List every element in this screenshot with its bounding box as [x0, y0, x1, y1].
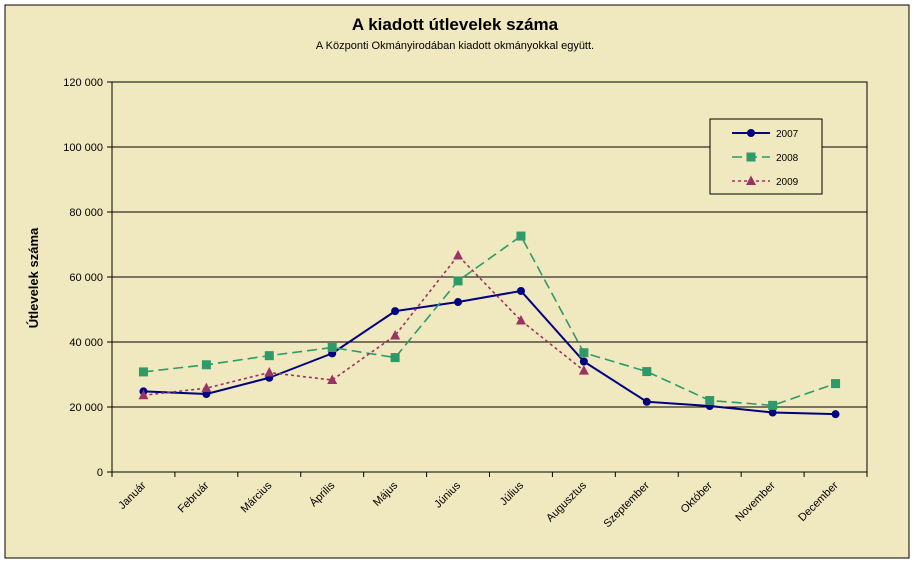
- data-point: [390, 353, 400, 363]
- data-point: [264, 367, 275, 377]
- series-2008: [138, 231, 841, 410]
- data-point: [201, 360, 211, 370]
- data-point: [578, 365, 589, 375]
- data-point: [453, 250, 464, 260]
- data-point: [327, 374, 338, 385]
- legend-label: 2008: [776, 153, 799, 164]
- legend: 2007 2008 2009: [709, 118, 823, 195]
- data-point: [747, 129, 755, 137]
- data-point: [390, 330, 401, 340]
- legend-label: 2009: [776, 177, 799, 188]
- series-line: [143, 254, 585, 397]
- data-point: [327, 343, 337, 353]
- y-tick-label: 100 000: [63, 142, 103, 154]
- series-2009: [138, 250, 589, 400]
- data-point: [642, 367, 652, 377]
- legend-item: 2007: [732, 129, 799, 140]
- data-point: [138, 389, 149, 400]
- data-point: [705, 396, 715, 405]
- data-point: [768, 400, 778, 410]
- data-point: [516, 286, 525, 295]
- data-point: [201, 382, 212, 393]
- data-point: [391, 307, 400, 316]
- data-point: [642, 397, 651, 406]
- series-line: [143, 235, 836, 407]
- data-point: [453, 276, 463, 286]
- y-tick-label: 0: [97, 467, 103, 479]
- legend-label: 2007: [776, 129, 799, 140]
- chart-subtitle: A Központi Okmányirodában kiadott okmány…: [316, 40, 594, 52]
- y-tick-label: 60 000: [69, 272, 103, 284]
- data-point: [831, 410, 840, 419]
- series-layer: [138, 231, 841, 419]
- legend-item: 2009: [732, 175, 799, 188]
- legend-item: 2008: [732, 152, 799, 164]
- data-point: [138, 367, 148, 377]
- series-line: [143, 289, 836, 416]
- data-point: [746, 152, 756, 162]
- data-point: [579, 348, 589, 358]
- chart-title: A kiadott útlevelek száma: [352, 15, 559, 34]
- data-point: [516, 231, 526, 241]
- data-point: [515, 315, 526, 325]
- y-tick-label: 80 000: [69, 207, 103, 219]
- y-tick-label: 20 000: [69, 402, 103, 414]
- data-point: [454, 298, 463, 307]
- data-point: [746, 175, 756, 185]
- y-tick-label: 40 000: [69, 337, 103, 349]
- y-tick-label: 120 000: [63, 77, 103, 89]
- data-point: [579, 357, 588, 366]
- data-point: [768, 408, 777, 417]
- data-point: [831, 379, 841, 389]
- data-point: [264, 351, 274, 361]
- y-axis-label: Útlevelek száma: [26, 227, 41, 328]
